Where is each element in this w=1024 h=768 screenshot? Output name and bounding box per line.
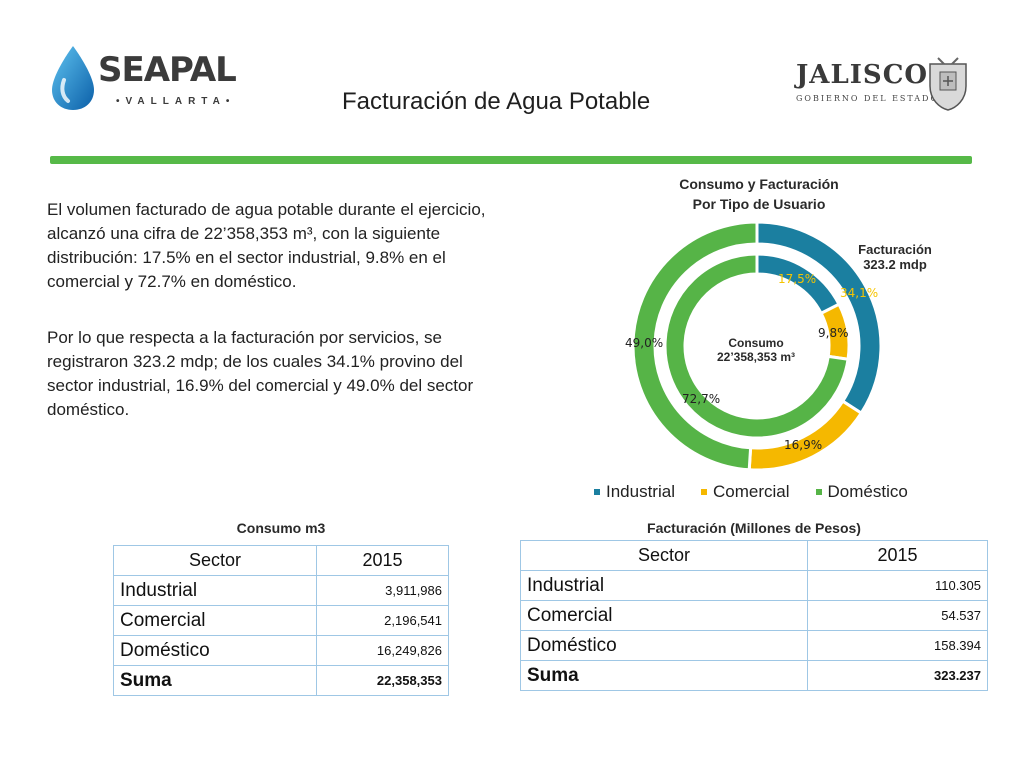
outer-pct-comercial: 16,9% xyxy=(784,438,823,452)
table-row: Comercial 54.537 xyxy=(520,600,988,631)
sum-label: Suma xyxy=(113,665,317,696)
inner-pct-comercial: 9,8% xyxy=(818,326,849,340)
facturacion-table: Sector 2015 Industrial 110.305 Comercial… xyxy=(520,540,988,691)
outer-slice-comercial xyxy=(747,399,864,472)
inner-pct-domestico: 72,7% xyxy=(682,392,721,406)
seapal-logo-text: SEAPAL xyxy=(98,50,237,90)
legend-swatch-industrial xyxy=(594,489,600,495)
outer-pct-domestico: 49,0% xyxy=(625,336,664,350)
chart-title-line2: Por Tipo de Usuario xyxy=(692,196,826,212)
legend-item-domestico: Doméstico xyxy=(815,482,908,502)
table-row: Comercial 2,196,541 xyxy=(113,605,449,636)
legend-label-industrial: Industrial xyxy=(606,482,675,501)
consumo-table-title: Consumo m3 xyxy=(236,520,326,536)
legend-item-comercial: Comercial xyxy=(700,482,790,502)
table-row: Industrial 110.305 xyxy=(520,570,988,601)
row-value-domestico: 16,249,826 xyxy=(316,635,449,666)
column-header-year: 2015 xyxy=(316,545,449,576)
column-header-sector: Sector xyxy=(113,545,317,576)
row-label-comercial: Comercial xyxy=(520,600,808,631)
chart-title-line1: Consumo y Facturación xyxy=(679,176,839,192)
table-header-row: Sector 2015 xyxy=(113,545,449,576)
column-header-year: 2015 xyxy=(807,540,988,571)
row-label-domestico: Doméstico xyxy=(113,635,317,666)
facturacion-table-title: Facturación (Millones de Pesos) xyxy=(647,520,861,536)
table-row: Industrial 3,911,986 xyxy=(113,575,449,606)
row-label-industrial: Industrial xyxy=(113,575,317,606)
table-row: Doméstico 158.394 xyxy=(520,630,988,661)
row-label-comercial: Comercial xyxy=(113,605,317,636)
inner-ring-label: Consumo 22’358,353 m³ xyxy=(700,336,812,364)
row-label-domestico: Doméstico xyxy=(520,630,808,661)
jalisco-logo-text: JALISCO xyxy=(796,60,929,90)
description-paragraph-facturacion: Por lo que respecta a la facturación por… xyxy=(47,328,474,419)
row-value-comercial: 54.537 xyxy=(807,600,988,631)
jalisco-logo-subtext: GOBIERNO DEL ESTADO xyxy=(796,94,940,103)
outer-ring-label-line1: Facturación xyxy=(858,242,932,257)
table-sum-row: Suma 22,358,353 xyxy=(113,665,449,696)
header-divider xyxy=(50,156,972,164)
outer-pct-industrial: 34,1% xyxy=(840,286,879,300)
inner-pct-industrial: 17,5% xyxy=(778,272,817,286)
row-value-comercial: 2,196,541 xyxy=(316,605,449,636)
row-value-domestico: 158.394 xyxy=(807,630,988,661)
column-header-sector: Sector xyxy=(520,540,808,571)
outer-ring-label-line2: 323.2 mdp xyxy=(863,257,927,272)
row-value-industrial: 110.305 xyxy=(807,570,988,601)
legend-swatch-comercial xyxy=(700,489,707,495)
chart-title: Consumo y Facturación Por Tipo de Usuari… xyxy=(664,174,854,214)
inner-ring-label-line1: Consumo xyxy=(728,336,784,350)
water-drop-icon xyxy=(52,46,94,110)
chart-legend: Industrial Comercial Doméstico xyxy=(594,482,908,502)
outer-ring-label: Facturación 323.2 mdp xyxy=(842,242,948,272)
row-value-industrial: 3,911,986 xyxy=(316,575,449,606)
table-header-row: Sector 2015 xyxy=(520,540,988,571)
sum-value: 22,358,353 xyxy=(316,665,449,696)
seapal-logo-subtext: •VALLARTA• xyxy=(116,96,236,107)
legend-label-domestico: Doméstico xyxy=(827,482,908,501)
legend-swatch-domestico xyxy=(815,489,822,495)
jalisco-logo: JALISCO GOBIERNO DEL ESTADO xyxy=(790,54,980,114)
sum-value: 323.237 xyxy=(807,660,988,691)
inner-ring-label-line2: 22’358,353 m³ xyxy=(716,350,796,364)
table-row: Doméstico 16,249,826 xyxy=(113,635,449,666)
sum-label: Suma xyxy=(520,660,808,691)
table-sum-row: Suma 323.237 xyxy=(520,660,988,691)
coat-of-arms-icon xyxy=(929,57,967,111)
page-title: Facturación de Agua Potable xyxy=(342,88,651,115)
description-paragraph-consumo: El volumen facturado de agua potable dur… xyxy=(47,200,486,291)
seapal-logo: SEAPAL •VALLARTA• xyxy=(50,44,250,118)
consumo-table: Sector 2015 Industrial 3,911,986 Comerci… xyxy=(113,545,449,696)
legend-item-industrial: Industrial xyxy=(594,482,675,502)
row-label-industrial: Industrial xyxy=(520,570,808,601)
legend-label-comercial: Comercial xyxy=(712,482,790,501)
